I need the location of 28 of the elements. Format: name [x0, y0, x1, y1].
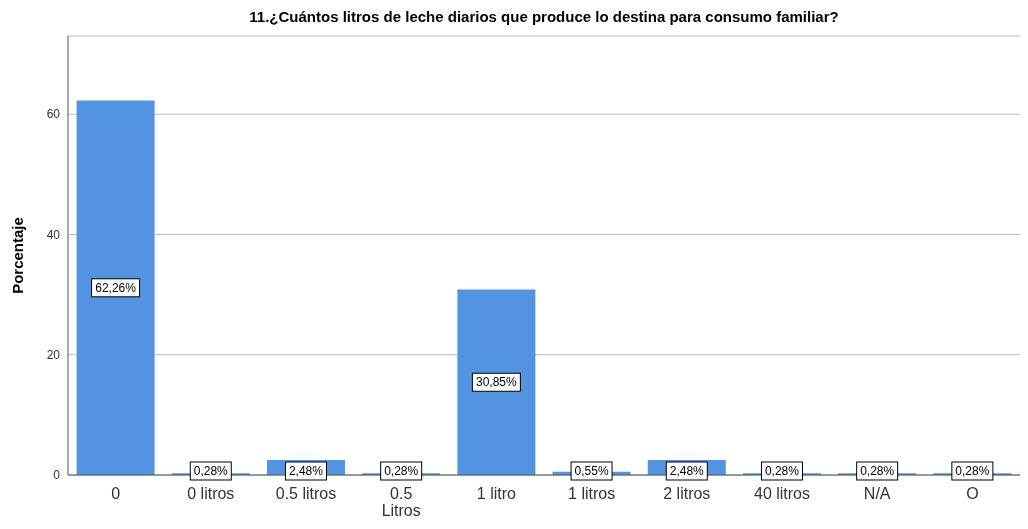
data-label: 0,28% [764, 464, 800, 478]
x-tick-label: 0.5 Litros [381, 485, 421, 519]
x-tick-label: 1 litros [568, 485, 616, 502]
y-tick-label: 0 [53, 468, 61, 483]
data-label: 2,48% [669, 464, 705, 478]
y-tick-label: 20 [46, 347, 61, 362]
chart-title: 11.¿Cuántos litros de leche diarios que produce lo destina para consumo familiar? [248, 8, 840, 25]
data-label: 0,55% [574, 464, 609, 478]
bar [76, 100, 155, 475]
x-tick-label: 0 litros [187, 485, 235, 502]
y-tick-label: 40 [46, 227, 61, 242]
data-label: 2,48% [288, 464, 324, 478]
x-tick-label: 40 litros [753, 485, 811, 502]
x-tick-label: 1 litro [476, 485, 517, 502]
data-label: 0,28% [860, 464, 895, 478]
x-tick-label: 0 [111, 485, 121, 502]
x-tick-label: 2 litros [663, 485, 711, 502]
data-label: 0,28% [384, 464, 419, 478]
data-label: 30,85% [476, 375, 518, 390]
data-label: 0,28% [193, 464, 229, 478]
x-tick-label: O [966, 485, 979, 502]
x-tick-label: N/A [863, 485, 891, 502]
y-axis-title: Porcentaje [9, 217, 27, 294]
x-tick-label: 0.5 litros [275, 485, 337, 502]
data-label: 62,26% [95, 280, 137, 295]
y-tick-label: 60 [46, 107, 61, 122]
data-label: 0,28% [955, 464, 990, 478]
bar [457, 289, 536, 475]
